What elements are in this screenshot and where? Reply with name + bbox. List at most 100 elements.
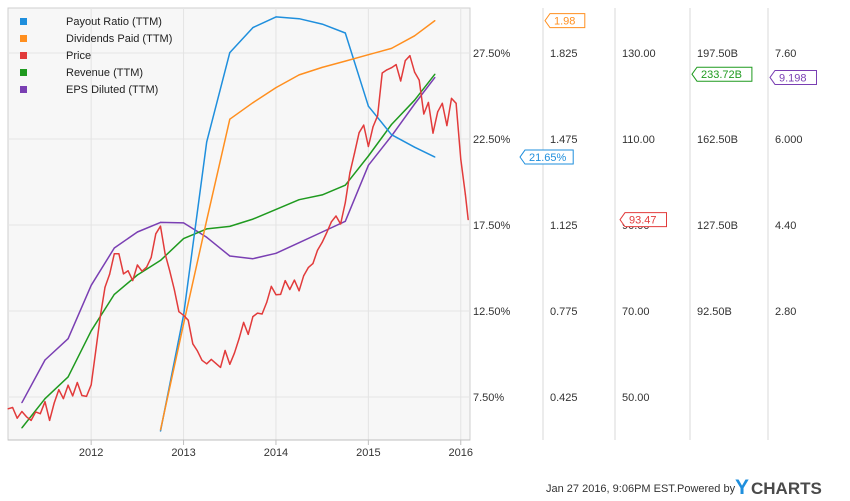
ycharts-logo[interactable]: Y CHARTS xyxy=(735,476,822,499)
data-point xyxy=(44,401,46,403)
data-point xyxy=(7,408,9,410)
last-value-flag: 21.65% xyxy=(519,149,574,165)
data-point xyxy=(113,253,115,255)
flag-box xyxy=(691,66,753,82)
legend-label[interactable]: Price xyxy=(66,50,91,62)
data-point xyxy=(390,47,393,50)
y-tick-label: 197.50B xyxy=(697,48,738,60)
data-point xyxy=(321,23,323,25)
data-point xyxy=(377,115,379,117)
data-point xyxy=(326,231,328,234)
y-tick-label: 50.00 xyxy=(622,392,650,404)
data-point xyxy=(298,199,300,201)
data-point xyxy=(423,113,425,115)
legend: Payout Ratio (TTM) Dividends Paid (TTM) Pr… xyxy=(20,16,172,96)
legend-swatch xyxy=(20,86,27,93)
data-point xyxy=(275,252,277,254)
ycharts-logo-text: CHARTS xyxy=(751,479,822,498)
last-value-flag: 9.198 xyxy=(769,69,817,85)
data-point xyxy=(229,225,231,228)
data-point xyxy=(113,247,115,249)
legend-swatch xyxy=(20,35,27,42)
data-point xyxy=(247,333,249,336)
data-point xyxy=(90,284,92,286)
y-tick-label: 6.000 xyxy=(775,134,803,146)
data-point xyxy=(109,273,111,275)
data-point xyxy=(409,55,411,57)
data-point xyxy=(206,141,208,143)
data-point xyxy=(344,60,346,62)
data-point xyxy=(39,413,41,415)
data-point xyxy=(390,123,393,126)
data-point xyxy=(298,18,300,20)
data-point xyxy=(76,381,78,384)
data-point xyxy=(450,97,453,100)
flag-box xyxy=(769,69,817,85)
data-point xyxy=(298,290,300,292)
legend-label[interactable]: EPS Diluted (TTM) xyxy=(66,84,158,96)
legend-swatch xyxy=(20,18,27,25)
data-point xyxy=(146,266,148,268)
data-point xyxy=(390,135,393,137)
data-point xyxy=(81,394,83,397)
data-point xyxy=(229,255,231,257)
data-point xyxy=(136,264,138,266)
footer: Jan 27 2016, 9:06PM EST. Powered by Y CH… xyxy=(546,476,822,499)
data-point xyxy=(441,102,443,104)
data-point xyxy=(118,253,120,255)
data-point xyxy=(85,395,88,397)
legend-label[interactable]: Dividends Paid (TTM) xyxy=(66,33,172,45)
data-point xyxy=(62,397,65,400)
data-point xyxy=(16,417,18,419)
data-point xyxy=(413,103,416,105)
data-point xyxy=(136,231,138,233)
data-point xyxy=(340,223,342,225)
series-payout-ratio-ttm xyxy=(159,16,436,432)
data-point xyxy=(67,338,69,340)
data-point xyxy=(155,233,157,235)
data-point xyxy=(367,155,369,157)
data-point xyxy=(395,63,397,66)
flag-value: 9.198 xyxy=(779,72,807,84)
data-point xyxy=(390,67,393,69)
data-point xyxy=(404,59,406,62)
data-point xyxy=(187,319,189,321)
data-point xyxy=(159,259,162,262)
data-point xyxy=(344,202,346,204)
flag-box xyxy=(544,13,586,29)
data-point xyxy=(67,376,69,378)
data-point xyxy=(467,219,469,221)
data-point xyxy=(358,132,360,134)
data-point xyxy=(201,359,203,361)
y-tick-label: 2.80 xyxy=(775,306,796,318)
flag-value: 1.98 xyxy=(554,16,575,28)
data-point xyxy=(113,293,115,295)
series-eps-diluted-ttm xyxy=(21,76,436,404)
legend-label[interactable]: Revenue (TTM) xyxy=(66,67,143,79)
data-point xyxy=(67,384,69,386)
data-point xyxy=(434,76,436,79)
data-point xyxy=(90,330,92,332)
y-tick-label: 17.50% xyxy=(473,220,511,232)
series-price xyxy=(7,54,469,422)
data-point xyxy=(367,105,369,107)
data-point xyxy=(229,363,231,365)
data-point xyxy=(206,228,208,230)
legend-label[interactable]: Payout Ratio (TTM) xyxy=(66,16,162,28)
flag-value: 21.65% xyxy=(529,152,567,164)
data-point xyxy=(349,172,351,174)
last-value-flag: 1.98 xyxy=(544,13,586,29)
legend-swatch xyxy=(20,69,27,76)
data-point xyxy=(413,35,416,37)
data-point xyxy=(432,132,434,134)
y-tick-label: 92.50B xyxy=(697,306,732,318)
data-point xyxy=(275,16,277,18)
y-tick-label: 0.425 xyxy=(550,392,578,404)
data-point xyxy=(367,164,369,166)
y-tick-label: 4.40 xyxy=(775,220,796,232)
data-point xyxy=(293,279,296,281)
data-point xyxy=(48,419,51,422)
data-point xyxy=(321,66,323,68)
data-point xyxy=(256,312,259,314)
